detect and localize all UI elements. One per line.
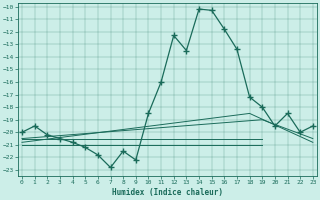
X-axis label: Humidex (Indice chaleur): Humidex (Indice chaleur) xyxy=(112,188,223,197)
